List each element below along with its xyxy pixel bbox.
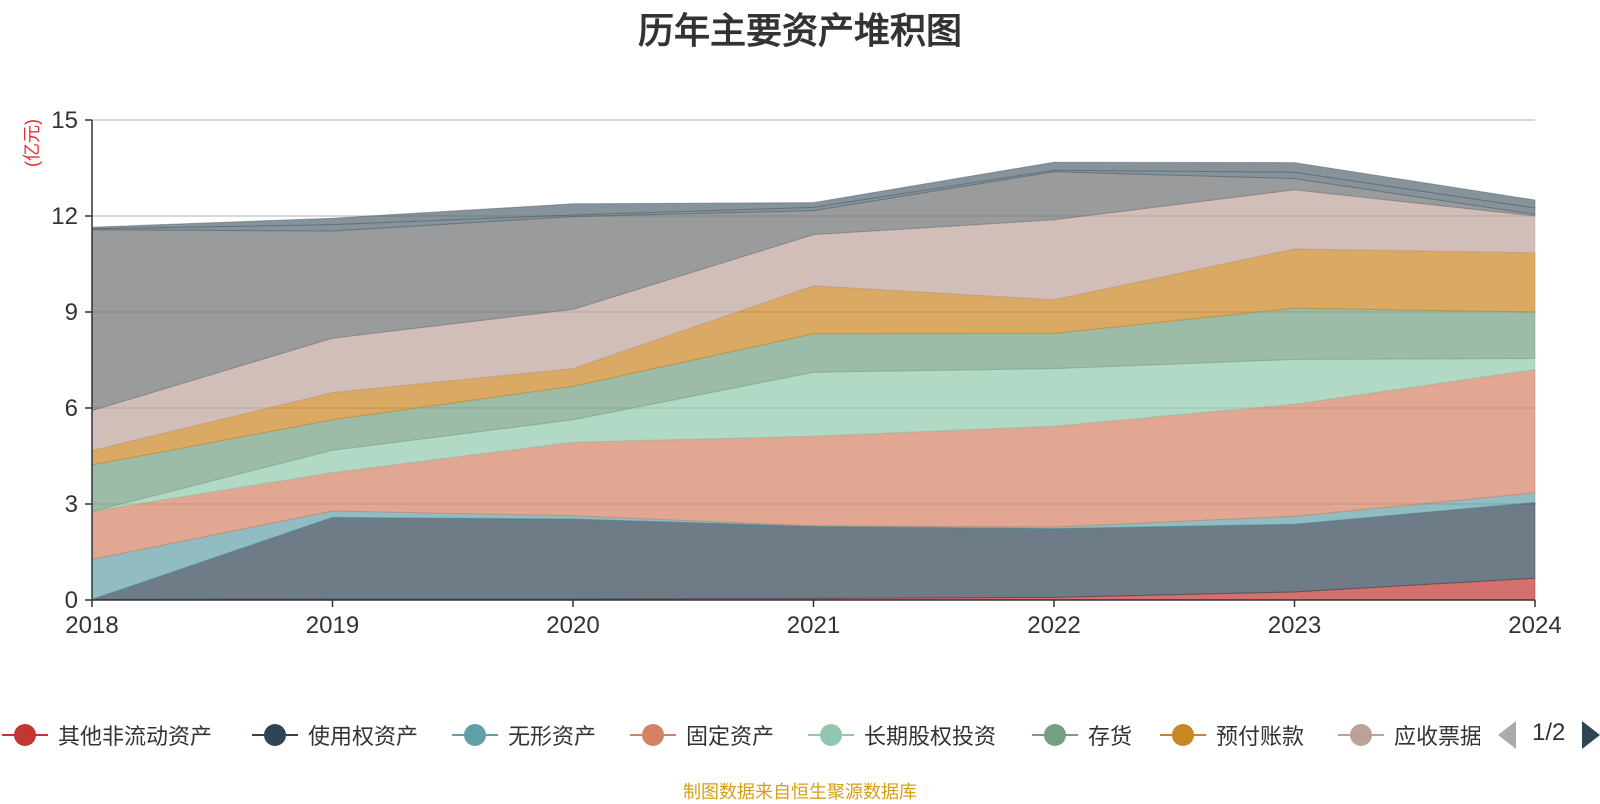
legend-item[interactable]: 其他非流动资产 bbox=[0, 715, 212, 755]
legend-marker-icon bbox=[628, 720, 678, 750]
legend-label: 其他非流动资产 bbox=[58, 724, 213, 749]
x-tick-label: 2020 bbox=[546, 612, 599, 639]
x-tick-label: 2022 bbox=[1027, 612, 1080, 639]
legend-page-indicator: 1/2 bbox=[1532, 719, 1566, 746]
y-tick-label: 6 bbox=[65, 395, 78, 422]
x-tick-label: 2018 bbox=[65, 612, 118, 639]
legend-item[interactable]: 预付账款 bbox=[1158, 715, 1304, 755]
legend-label: 固定资产 bbox=[686, 724, 775, 749]
legend-marker-icon bbox=[1030, 720, 1080, 750]
legend-pager: 1/2 bbox=[1498, 715, 1600, 755]
legend-item[interactable]: 无形资产 bbox=[450, 715, 596, 755]
y-tick-label: 0 bbox=[65, 587, 78, 614]
y-axis-unit-label: (亿元) bbox=[22, 119, 42, 167]
legend-item[interactable]: 应收票据 bbox=[1336, 715, 1480, 755]
axes: 0 3 6 9 12 15 2018 2019 2020 2021 2022 2023 2024 bbox=[51, 107, 1561, 639]
legend-item[interactable]: 使用权资产 bbox=[250, 715, 418, 755]
legend-marker-icon bbox=[1336, 720, 1386, 750]
y-tick-label: 3 bbox=[65, 491, 78, 518]
area-series-11[interactable] bbox=[91, 161, 1536, 230]
legend-item[interactable]: 固定资产 bbox=[628, 715, 774, 755]
legend-label: 长期股权投资 bbox=[864, 724, 997, 749]
legend-label: 应收票据 bbox=[1394, 724, 1480, 749]
legend-marker-icon bbox=[250, 720, 300, 750]
x-tick-label: 2021 bbox=[787, 612, 840, 639]
x-tick-label: 2019 bbox=[306, 612, 359, 639]
y-tick-label: 15 bbox=[51, 107, 78, 134]
legend-marker-icon bbox=[0, 720, 50, 750]
legend-marker-icon bbox=[1158, 720, 1208, 750]
legend-label: 使用权资产 bbox=[308, 724, 419, 749]
legend-marker-icon bbox=[806, 720, 856, 750]
legend: 其他非流动资产 使用权资产 无形资产 固定资产 长期股权投资 存货 预付账款 应收票据 1/2 bbox=[0, 715, 1600, 755]
legend-prev-page-icon[interactable] bbox=[1498, 721, 1516, 749]
legend-label: 存货 bbox=[1088, 724, 1133, 749]
legend-next-page-icon[interactable] bbox=[1582, 721, 1600, 749]
legend-label: 预付账款 bbox=[1216, 724, 1305, 749]
x-tick-label: 2023 bbox=[1268, 612, 1321, 639]
legend-marker-icon bbox=[450, 720, 500, 750]
x-tick-label: 2024 bbox=[1508, 612, 1561, 639]
y-tick-label: 12 bbox=[51, 203, 78, 230]
source-note: 制图数据来自恒生聚源数据库 bbox=[683, 782, 917, 802]
legend-item[interactable]: 存货 bbox=[1030, 715, 1132, 755]
legend-items: 其他非流动资产 使用权资产 无形资产 固定资产 长期股权投资 存货 预付账款 应收票据 bbox=[0, 715, 1480, 755]
chart-area: 0 3 6 9 12 15 2018 2019 2020 2021 2022 2023 2024 (亿元… bbox=[22, 107, 1562, 639]
legend-label: 无形资产 bbox=[508, 724, 597, 749]
chart-title: 历年主要资产堆积图 bbox=[637, 10, 962, 51]
y-tick-label: 9 bbox=[65, 299, 78, 326]
legend-item[interactable]: 长期股权投资 bbox=[806, 715, 996, 755]
stacked-areas bbox=[91, 161, 1536, 601]
